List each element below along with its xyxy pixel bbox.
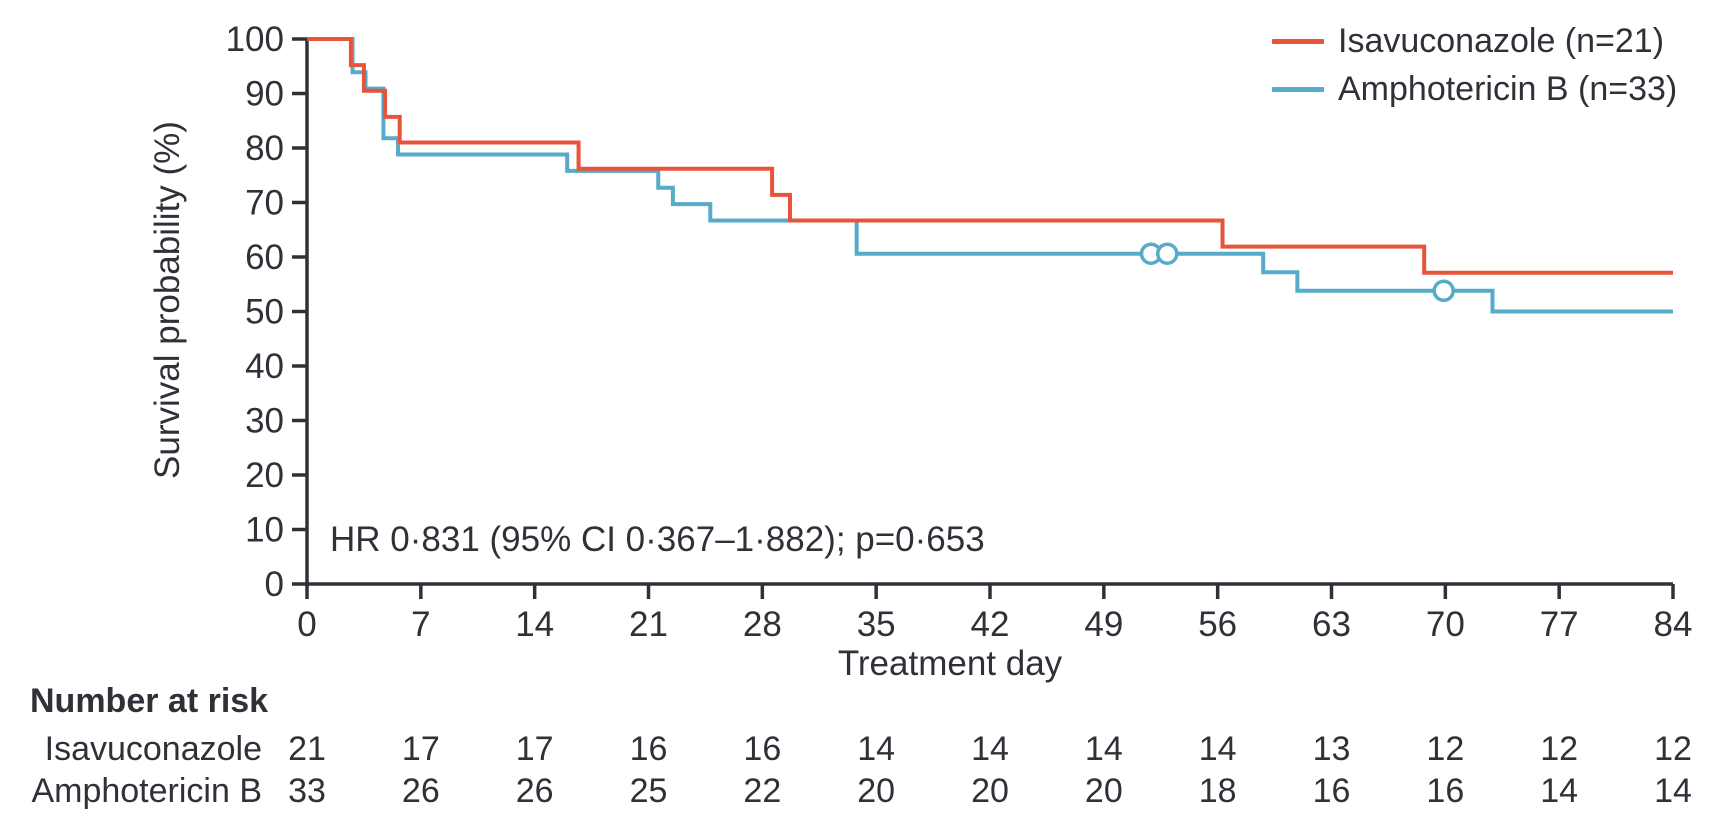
y-tick-label: 40 [245,347,284,386]
risk-count: 12 [1540,730,1578,768]
risk-count: 21 [288,730,326,768]
x-tick-label: 63 [1312,605,1351,644]
risk-count: 18 [1199,772,1237,810]
risk-count: 16 [630,730,668,768]
x-tick-label: 70 [1426,605,1465,644]
x-axis-title: Treatment day [837,644,1063,683]
risk-count: 16 [1426,772,1464,810]
amphotericin-line-swatch [1272,86,1324,92]
survival-curve-amphotericin [307,37,1673,314]
x-tick-label: 7 [411,605,430,644]
risk-count: 14 [1654,772,1692,810]
legend-label: Amphotericin B (n=33) [1338,70,1678,108]
x-tick-label: 42 [971,605,1010,644]
risk-row-label-amphotericin: Amphotericin B [31,772,262,810]
y-tick-label: 30 [245,402,284,441]
risk-count: 17 [516,730,554,768]
y-tick-label: 80 [245,129,284,168]
y-axis-title: Survival probability (%) [148,121,187,479]
risk-count: 26 [516,772,554,810]
x-tick-label: 28 [743,605,782,644]
risk-row-label-isavuconazole: Isavuconazole [44,730,262,768]
risk-count: 14 [971,730,1009,768]
y-tick-label: 50 [245,293,284,332]
risk-count: 12 [1426,730,1464,768]
y-tick-label: 70 [245,184,284,223]
risk-count: 22 [743,772,781,810]
x-tick-label: 49 [1084,605,1123,644]
x-tick-label: 35 [857,605,896,644]
risk-count: 16 [1313,772,1351,810]
number-at-risk-title: Number at risk [30,682,269,720]
risk-count: 20 [971,772,1009,810]
hazard-ratio-annotation: HR 0·831 (95% CI 0·367–1·882); p=0·653 [330,520,985,559]
risk-count: 26 [402,772,440,810]
x-tick-label: 56 [1198,605,1237,644]
x-tick-label: 0 [297,605,316,644]
x-tick-label: 77 [1540,605,1579,644]
risk-count: 12 [1654,730,1692,768]
legend-item-amphotericin: Amphotericin B (n=33) [1272,68,1677,110]
y-tick-label: 60 [245,238,284,277]
x-tick-label: 84 [1654,605,1693,644]
risk-count: 17 [402,730,440,768]
legend: Isavuconazole (n=21) Amphotericin B (n=3… [1272,20,1677,110]
risk-count: 33 [288,772,326,810]
risk-count: 14 [1199,730,1237,768]
risk-count: 13 [1313,730,1351,768]
legend-item-isavuconazole: Isavuconazole (n=21) [1272,20,1677,62]
risk-count: 14 [1540,772,1578,810]
censor-mark [1432,279,1455,303]
survival-curve-isavuconazole [307,37,1673,275]
x-tick-label: 14 [515,605,554,644]
risk-count: 20 [1085,772,1123,810]
risk-count: 14 [857,730,895,768]
risk-count: 20 [857,772,895,810]
y-tick-label: 100 [226,20,284,59]
risk-count: 25 [630,772,668,810]
y-tick-label: 10 [245,511,284,550]
isavuconazole-line-swatch [1272,38,1324,44]
y-tick-label: 20 [245,456,284,495]
legend-label: Isavuconazole (n=21) [1338,22,1665,60]
censor-mark [1156,242,1179,265]
y-tick-label: 90 [245,75,284,114]
risk-count: 14 [1085,730,1123,768]
x-tick-label: 21 [629,605,668,644]
y-tick-label: 0 [265,565,284,604]
risk-count: 16 [743,730,781,768]
